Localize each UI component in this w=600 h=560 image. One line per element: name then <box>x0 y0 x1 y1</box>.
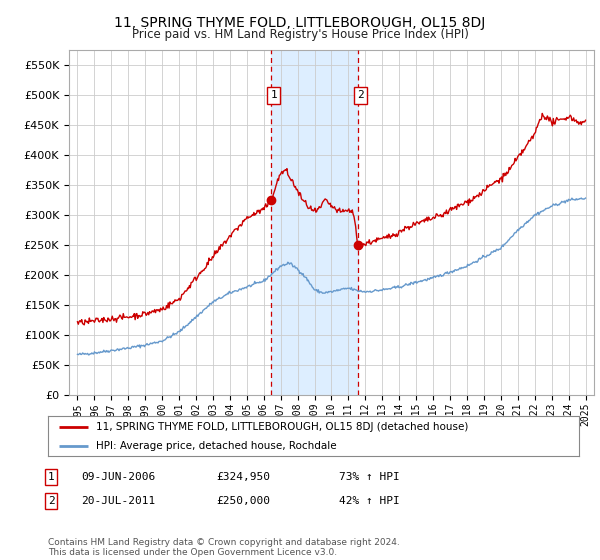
Text: Price paid vs. HM Land Registry's House Price Index (HPI): Price paid vs. HM Land Registry's House … <box>131 28 469 41</box>
Text: 73% ↑ HPI: 73% ↑ HPI <box>339 472 400 482</box>
Text: 2: 2 <box>47 496 55 506</box>
Text: 20-JUL-2011: 20-JUL-2011 <box>81 496 155 506</box>
Text: HPI: Average price, detached house, Rochdale: HPI: Average price, detached house, Roch… <box>96 441 337 450</box>
Text: 42% ↑ HPI: 42% ↑ HPI <box>339 496 400 506</box>
Text: 2: 2 <box>357 90 364 100</box>
Text: 11, SPRING THYME FOLD, LITTLEBOROUGH, OL15 8DJ (detached house): 11, SPRING THYME FOLD, LITTLEBOROUGH, OL… <box>96 422 468 432</box>
Text: 11, SPRING THYME FOLD, LITTLEBOROUGH, OL15 8DJ: 11, SPRING THYME FOLD, LITTLEBOROUGH, OL… <box>115 16 485 30</box>
Text: 1: 1 <box>271 90 277 100</box>
Bar <box>271 50 358 395</box>
Text: 09-JUN-2006: 09-JUN-2006 <box>81 472 155 482</box>
Text: £250,000: £250,000 <box>216 496 270 506</box>
Text: 1: 1 <box>47 472 55 482</box>
Text: £324,950: £324,950 <box>216 472 270 482</box>
Text: Contains HM Land Registry data © Crown copyright and database right 2024.
This d: Contains HM Land Registry data © Crown c… <box>48 538 400 557</box>
